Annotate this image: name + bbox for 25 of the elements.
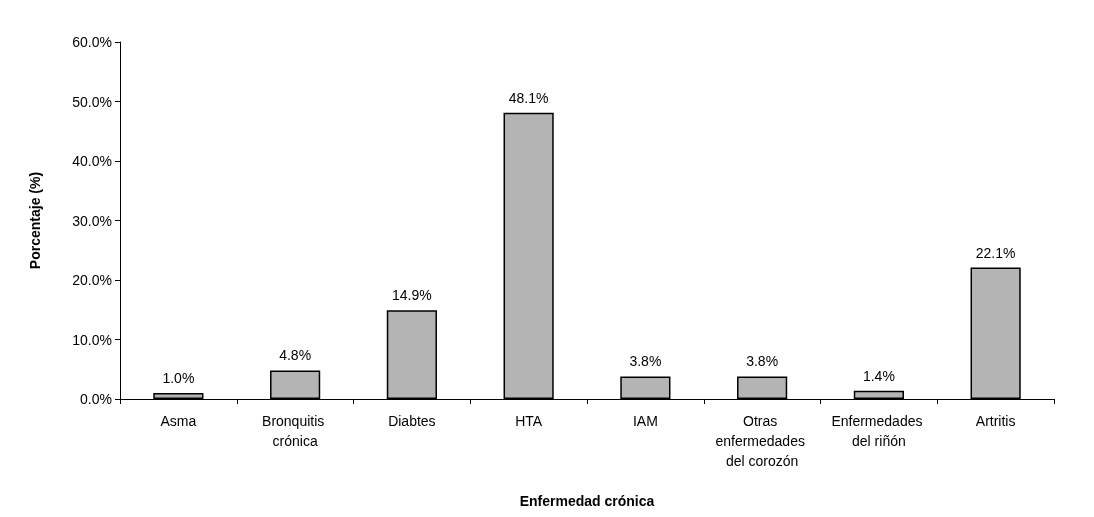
data-label: 22.1%	[975, 244, 1016, 261]
y-tick-label: 0.0%	[80, 391, 112, 407]
data-label: 4.8%	[279, 347, 312, 364]
data-label: 48.1%	[508, 89, 549, 106]
x-tick-label: Asma	[160, 413, 197, 429]
x-tick-label: Otras enfermedades del corozón	[715, 413, 809, 469]
data-label: 14.9%	[392, 287, 432, 304]
data-label: 1.4%	[862, 367, 895, 384]
y-tick-label: 60.0%	[72, 34, 112, 50]
y-tick-label: 10.0%	[72, 331, 112, 348]
x-tick-label: Diabtes	[388, 413, 436, 429]
data-label: 1.0%	[162, 370, 195, 387]
data-label: 3.8%	[629, 353, 662, 370]
y-axis-title: Porcentaje (%)	[27, 171, 43, 270]
x-tick-label: Artritis	[975, 413, 1016, 429]
x-tick-label: Enfermedades del riñón	[831, 413, 927, 449]
x-tick-label: IAM	[632, 413, 658, 429]
x-tick-label: Bronquitis crónica	[262, 413, 329, 449]
x-tick-label: HTA	[515, 413, 543, 429]
data-label: 3.8%	[746, 353, 779, 370]
y-tick-label: 40.0%	[72, 153, 112, 169]
y-tick-label: 30.0%	[72, 212, 112, 229]
y-tick-label: 50.0%	[72, 93, 112, 110]
x-axis-title: Enfermedad crónica	[519, 493, 655, 509]
y-tick-label: 20.0%	[72, 272, 112, 288]
